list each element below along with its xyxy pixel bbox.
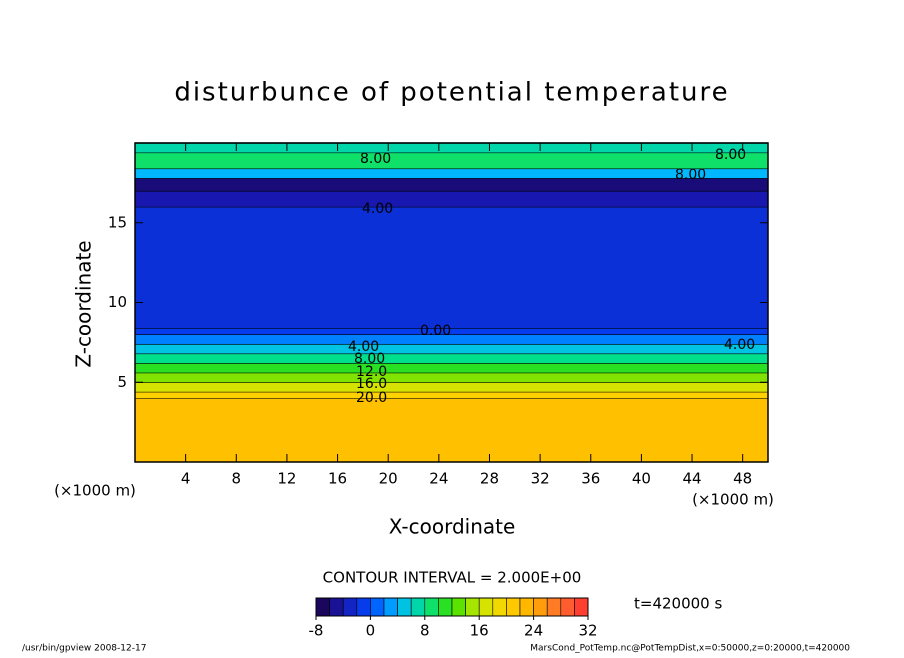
colorbar-cell [356, 597, 371, 617]
contour-label: 16.0 [356, 376, 387, 392]
colorbar-cell [546, 597, 562, 617]
contour-label: 8.00 [354, 351, 385, 367]
contour-label: 4.00 [362, 201, 393, 217]
x-tick-label: 12 [277, 470, 296, 488]
y-tick-label: 5 [117, 373, 127, 391]
colorbar-cell [424, 597, 439, 617]
field-band [135, 391, 768, 399]
colorbar-cell [451, 597, 466, 617]
footer-left: /usr/bin/gpview 2008-12-17 [22, 644, 146, 654]
colorbar-cell [465, 597, 480, 617]
colorbar-tick-label: 24 [524, 622, 543, 640]
plot-area [135, 142, 768, 462]
field-band [135, 178, 768, 191]
colorbar-tick-label: 32 [578, 622, 597, 640]
x-tick-label: 48 [733, 470, 752, 488]
field-band [135, 334, 768, 344]
x-unit-label: (×1000 m) [54, 482, 136, 500]
colorbar: -8 0 8 16 24 32 [309, 597, 598, 640]
colorbar-cell [519, 597, 534, 617]
x-tick-label: 28 [480, 470, 499, 488]
colorbar-cell [438, 597, 453, 617]
field-band [135, 206, 768, 329]
x-tick-label: 32 [531, 470, 550, 488]
colorbar-cell [560, 597, 575, 617]
contour-interval: CONTOUR INTERVAL = 2.000E+00 [323, 569, 582, 587]
x-tick-label: 44 [682, 470, 701, 488]
colorbar-cell [370, 597, 385, 617]
x-tick-label: 36 [581, 470, 600, 488]
x-unit-label: (×1000 m) [692, 491, 774, 509]
contour-label: 12.0 [356, 364, 387, 380]
field-band [135, 372, 768, 383]
colorbar-cell [342, 597, 358, 617]
y-axis-label: Z-coordinate [72, 240, 96, 367]
contour-label: 0.00 [420, 323, 451, 339]
colorbar-cell [315, 597, 330, 617]
time-label: t=420000 s [634, 595, 722, 613]
field-band [135, 152, 768, 169]
colorbar-cell [478, 597, 494, 617]
colorbar-cell [329, 597, 344, 617]
field-band [135, 353, 768, 364]
x-tick-label: 24 [429, 470, 448, 488]
colorbar-cell [574, 597, 589, 617]
contour-label: 8.00 [675, 167, 706, 183]
x-tick-label: 8 [232, 470, 242, 488]
colorbar-tick-label: 0 [366, 622, 376, 640]
x-axis-label: X-coordinate [389, 515, 516, 539]
colorbar-cell [492, 597, 507, 617]
colorbar-tick-label: -8 [309, 622, 324, 640]
field-band [135, 343, 768, 354]
chart-title: disturbunce of potential temperature [174, 78, 729, 108]
x-tick-label: 20 [379, 470, 398, 488]
y-tick-label: 15 [108, 213, 127, 231]
field-band [135, 328, 768, 335]
colorbar-cell [533, 597, 548, 617]
contour-label: 8.00 [715, 147, 746, 163]
x-tick-label: 16 [328, 470, 347, 488]
colorbar-cell [506, 597, 521, 617]
field-band [135, 190, 768, 207]
contour-label: 20.0 [356, 390, 387, 406]
colorbar-tick-label: 16 [470, 622, 489, 640]
y-tick-label: 10 [108, 293, 127, 311]
contour-label: 4.00 [724, 337, 755, 353]
colorbar-cell [397, 597, 412, 617]
footer-right: MarsCond_PotTemp.nc@PotTempDist,x=0:5000… [530, 644, 850, 654]
colorbar-cell [383, 597, 398, 617]
colorbar-tick-label: 8 [420, 622, 430, 640]
contour-label: 4.00 [348, 339, 379, 355]
contour-label: 8.00 [360, 151, 391, 167]
x-tick-label: 40 [632, 470, 651, 488]
field-band [135, 363, 768, 373]
field-band [135, 143, 768, 153]
colorbar-cell [410, 597, 426, 617]
colorbar-frame [315, 597, 589, 617]
field-band [135, 398, 768, 462]
x-tick-label: 4 [181, 470, 191, 488]
field-band [135, 168, 768, 179]
field-band [135, 382, 768, 392]
